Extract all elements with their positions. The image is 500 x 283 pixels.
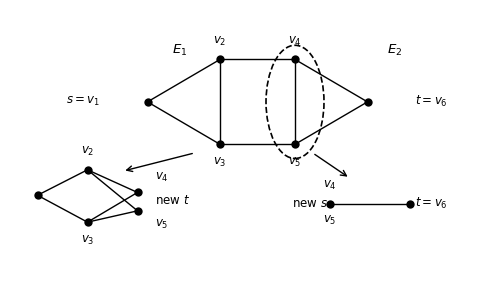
Text: $t = v_6$: $t = v_6$ bbox=[415, 94, 448, 110]
Text: $s = v_1$: $s = v_1$ bbox=[66, 95, 100, 108]
Text: $v_4$: $v_4$ bbox=[323, 179, 337, 192]
Text: $v_3$: $v_3$ bbox=[81, 233, 94, 246]
Text: $t = v_6$: $t = v_6$ bbox=[415, 196, 448, 211]
Text: new $s$: new $s$ bbox=[292, 197, 328, 210]
Text: $v_5$: $v_5$ bbox=[324, 214, 336, 227]
Text: $v_2$: $v_2$ bbox=[214, 35, 226, 48]
Text: $v_5$: $v_5$ bbox=[288, 156, 302, 169]
Text: new $t$: new $t$ bbox=[155, 194, 190, 207]
Text: $v_3$: $v_3$ bbox=[214, 156, 226, 169]
Text: $v_4$: $v_4$ bbox=[288, 35, 302, 48]
Text: $E_2$: $E_2$ bbox=[388, 43, 402, 59]
Text: $E_1$: $E_1$ bbox=[172, 43, 188, 59]
Text: $v_5$: $v_5$ bbox=[155, 218, 168, 231]
Text: $v_2$: $v_2$ bbox=[81, 145, 94, 158]
Text: $v_4$: $v_4$ bbox=[155, 171, 168, 184]
